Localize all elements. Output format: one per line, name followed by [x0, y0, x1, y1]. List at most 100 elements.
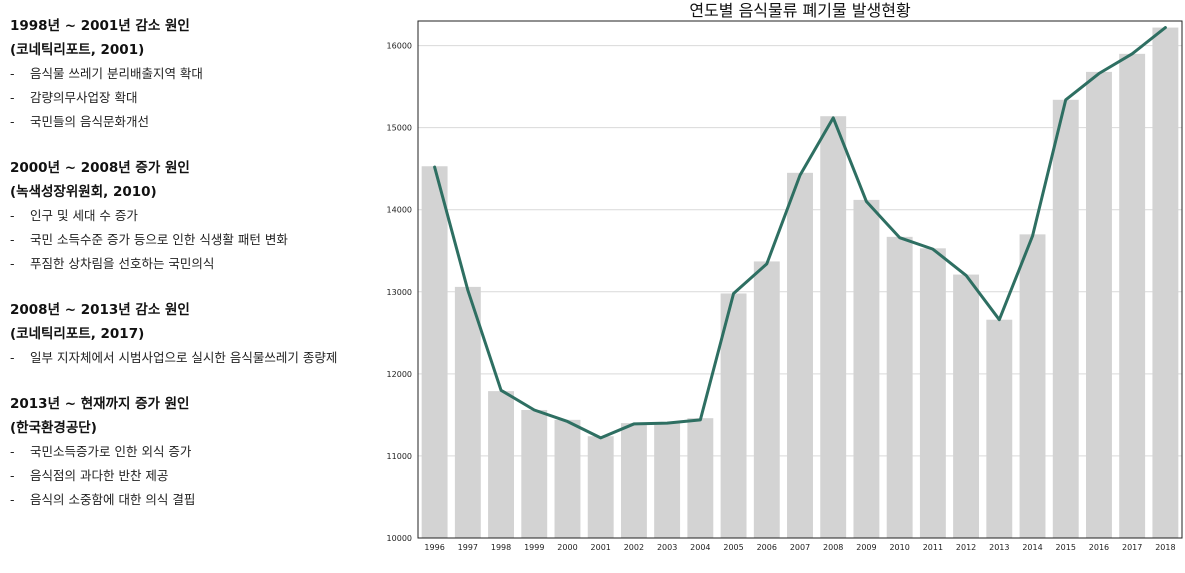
reason-text: 감량의무사업장 확대 — [30, 90, 138, 105]
x-tick-label: 2013 — [989, 543, 1009, 552]
bullet-dash: - — [10, 468, 15, 483]
reason-list: - 일부 지자체에서 시범사업으로 실시한 음식물쓰레기 종량제 — [10, 346, 380, 370]
reason-section: 2013년 ~ 현재까지 증가 원인 (한국환경공단) - 국민소득증가로 인한 외식… — [10, 392, 380, 512]
bar — [620, 423, 647, 538]
x-tick-label: 2011 — [923, 543, 943, 552]
reason-item: - 국민들의 음식문화개선 — [10, 110, 380, 134]
reason-item: - 국민 소득수준 증가 등으로 인한 식생활 패턴 변화 — [10, 228, 380, 252]
bar — [787, 172, 813, 539]
x-tick-label: 2006 — [757, 543, 777, 552]
section-heading: 2000년 ~ 2008년 증가 원인 — [10, 160, 190, 176]
bar — [1119, 53, 1146, 538]
bar — [521, 409, 548, 538]
bar — [919, 248, 946, 539]
bar — [488, 391, 514, 538]
bar — [1019, 234, 1046, 538]
bar — [1086, 71, 1112, 538]
bullet-dash: - — [10, 350, 15, 365]
y-tick-label: 15000 — [387, 124, 412, 133]
x-tick-label: 2001 — [591, 543, 611, 552]
bar — [753, 261, 780, 538]
bullet-dash: - — [10, 444, 15, 459]
reason-text: 음식물 쓰레기 분리배출지역 확대 — [30, 66, 203, 81]
bar — [986, 319, 1013, 538]
reason-list: - 음식물 쓰레기 분리배출지역 확대 - 감량의무사업장 확대 - 국민들의 음식문화개… — [10, 62, 380, 134]
x-tick-label: 2005 — [723, 543, 743, 552]
reason-text: 음식의 소중함에 대한 의식 결핍 — [30, 492, 196, 507]
section-heading: 2013년 ~ 현재까지 증가 원인 — [10, 396, 190, 412]
reason-item: - 감량의무사업장 확대 — [10, 86, 380, 110]
x-tick-label: 2009 — [856, 543, 876, 552]
x-tick-label: 2017 — [1122, 543, 1142, 552]
bar — [853, 199, 880, 538]
reason-text: 푸짐한 상차림을 선호하는 국민의식 — [30, 256, 215, 271]
x-tick-label: 2000 — [557, 543, 577, 552]
bar — [654, 422, 681, 538]
x-tick-label: 1997 — [458, 543, 478, 552]
y-tick-label: 13000 — [387, 288, 412, 297]
bullet-dash: - — [10, 256, 15, 271]
x-tick-label: 2002 — [624, 543, 644, 552]
reason-section: 1998년 ~ 2001년 감소 원인 (코네틱리포트, 2001) - 음식물 쓰레… — [10, 14, 380, 134]
reason-section: 2008년 ~ 2013년 감소 원인 (코네틱리포트, 2017) - 일부 지자체… — [10, 298, 380, 370]
bar — [587, 436, 614, 538]
bar — [454, 286, 481, 538]
y-tick-label: 14000 — [387, 206, 412, 215]
reason-list: - 인구 및 세대 수 증가 - 국민 소득수준 증가 등으로 인한 식생활 패턴 변… — [10, 204, 380, 276]
bullet-dash: - — [10, 232, 15, 247]
reason-text: 국민소득증가로 인한 외식 증가 — [30, 444, 192, 459]
left-panel: 1998년 ~ 2001년 감소 원인 (코네틱리포트, 2001) - 음식물 쓰레… — [10, 14, 380, 534]
y-tick-label: 11000 — [387, 452, 412, 461]
x-tick-label: 1999 — [524, 543, 544, 552]
section-source: (코네틱리포트, 2001) — [10, 42, 145, 58]
x-tick-label: 2007 — [790, 543, 810, 552]
section-heading: 2008년 ~ 2013년 감소 원인 — [10, 302, 190, 318]
x-tick-label: 2018 — [1155, 543, 1175, 552]
reason-item: - 음식의 소중함에 대한 의식 결핍 — [10, 488, 380, 512]
section-source: (녹색성장위원회, 2010) — [10, 184, 157, 200]
reason-text: 일부 지자체에서 시범사업으로 실시한 음식물쓰레기 종량제 — [30, 350, 338, 365]
reason-item: - 푸짐한 상차림을 선호하는 국민의식 — [10, 252, 380, 276]
reason-text: 음식점의 과다한 반찬 제공 — [30, 468, 169, 483]
series-line — [433, 26, 1167, 440]
bar — [1052, 99, 1079, 539]
reason-text: 국민들의 음식문화개선 — [30, 114, 149, 129]
bullet-dash: - — [10, 90, 15, 105]
x-tick-label: 2003 — [657, 543, 677, 552]
bar — [554, 419, 581, 538]
bullet-dash: - — [10, 66, 15, 81]
section-heading: 1998년 ~ 2001년 감소 원인 — [10, 18, 190, 34]
reason-text: 국민 소득수준 증가 등으로 인한 식생활 패턴 변화 — [30, 232, 288, 247]
y-tick-label: 12000 — [387, 370, 412, 379]
reason-list: - 국민소득증가로 인한 외식 증가 - 음식점의 과다한 반찬 제공 - 음식의 소중함… — [10, 440, 380, 512]
plot-frame — [417, 20, 1183, 539]
reason-item: - 음식점의 과다한 반찬 제공 — [10, 464, 380, 488]
y-tick-label: 10000 — [387, 534, 412, 543]
bar — [421, 166, 448, 538]
reason-item: - 음식물 쓰레기 분리배출지역 확대 — [10, 62, 380, 86]
x-tick-label: 2008 — [823, 543, 843, 552]
bar — [953, 274, 980, 538]
x-tick-label: 1996 — [424, 543, 444, 552]
bar — [1152, 27, 1179, 539]
x-tick-label: 2004 — [690, 543, 710, 552]
reason-item: - 국민소득증가로 인한 외식 증가 — [10, 440, 380, 464]
x-tick-label: 2012 — [956, 543, 976, 552]
reason-item: - 일부 지자체에서 시범사업으로 실시한 음식물쓰레기 종량제 — [10, 346, 380, 370]
bullet-dash: - — [10, 492, 15, 507]
x-tick-label: 2014 — [1022, 543, 1042, 552]
reason-item: - 인구 및 세대 수 증가 — [10, 204, 380, 228]
x-tick-label: 2015 — [1056, 543, 1076, 552]
bar — [687, 418, 714, 538]
x-tick-label: 1998 — [491, 543, 511, 552]
chart-title: 연도별 음식물류 폐기물 발생현황 — [689, 1, 911, 20]
bar — [820, 116, 847, 538]
bar — [720, 293, 747, 538]
section-source: (한국환경공단) — [10, 420, 97, 436]
reason-section: 2000년 ~ 2008년 증가 원인 (녹색성장위원회, 2010) - 인구 및 … — [10, 156, 380, 276]
section-source: (코네틱리포트, 2017) — [10, 326, 145, 342]
bar — [886, 236, 913, 539]
x-tick-label: 2016 — [1089, 543, 1109, 552]
y-tick-label: 16000 — [387, 42, 412, 51]
